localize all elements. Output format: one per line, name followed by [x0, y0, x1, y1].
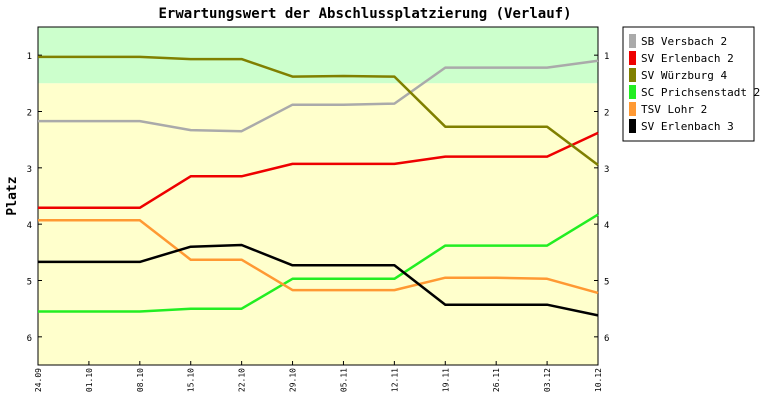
y-tick-label-right: 1 — [604, 52, 609, 62]
y-tick-label-left: 3 — [27, 165, 32, 175]
x-tick-label: 03.12 — [543, 368, 552, 392]
y-tick-label-right: 6 — [604, 334, 609, 344]
legend-swatch — [629, 51, 636, 65]
background-band-2 — [38, 83, 598, 365]
legend-swatch — [629, 119, 636, 133]
x-tick-label: 24.09 — [34, 368, 43, 392]
series-line-tsv-lohr-2 — [38, 218, 599, 295]
legend-box — [622, 26, 755, 142]
legend-swatch — [629, 68, 636, 82]
series-line-sv-erlenbach-2 — [38, 131, 599, 210]
x-tick-label: 12.11 — [390, 368, 399, 392]
chart-title: Erwartungswert der Abschlussplatzierung … — [158, 6, 571, 22]
series-line-sv-w-rzburg-4 — [38, 55, 599, 166]
x-tick-label: 10.12 — [594, 368, 603, 392]
x-tick-label: 08.10 — [136, 368, 145, 392]
legend: SB Versbach 2 SV Erlenbach 2 SV Würzburg 4… — [622, 26, 760, 142]
series-line-sc-prichsenstadt-2 — [38, 213, 599, 313]
legend-label: SV Würzburg 4 — [641, 69, 727, 82]
y-tick-label-left: 2 — [27, 109, 32, 119]
plot-area: 1 1 2 2 3 3 4 4 5 5 6 6 24.09 01.10 08.10 15.10 22.10 29.… — [27, 26, 609, 392]
legend-label: SB Versbach 2 — [641, 35, 727, 48]
x-tick-label: 15.10 — [187, 368, 196, 392]
x-tick-label: 19.11 — [441, 368, 450, 392]
y-tick-label-left: 1 — [27, 52, 32, 62]
legend-label: TSV Lohr 2 — [641, 103, 707, 116]
x-tick-label: 22.10 — [238, 368, 247, 392]
y-tick-label-left: 4 — [27, 221, 32, 231]
x-tick-label: 26.11 — [492, 368, 501, 392]
series-line-sb-versbach-2 — [38, 59, 599, 133]
legend-label: SC Prichsenstadt 2 — [641, 86, 760, 99]
x-tick-label: 29.10 — [289, 368, 298, 392]
y-tick-label-left: 5 — [27, 278, 32, 288]
x-tick-label: 01.10 — [85, 368, 94, 392]
series-line-sv-erlenbach-3 — [38, 243, 599, 317]
y-tick-label-left: 6 — [27, 334, 32, 344]
y-tick-label-right: 2 — [604, 109, 609, 119]
y-tick-label-right: 4 — [604, 221, 609, 231]
background-band-1 — [38, 27, 598, 84]
legend-swatch — [629, 102, 636, 116]
x-tick-label: 05.11 — [339, 368, 348, 392]
plot-border — [37, 26, 599, 366]
y-tick-label-right: 3 — [604, 165, 609, 175]
legend-swatch — [629, 34, 636, 48]
legend-label: SV Erlenbach 3 — [641, 120, 734, 133]
y-axis-label: Platz — [5, 176, 20, 215]
legend-swatch — [629, 85, 636, 99]
legend-label: SV Erlenbach 2 — [641, 52, 734, 65]
y-tick-label-right: 5 — [604, 278, 609, 288]
